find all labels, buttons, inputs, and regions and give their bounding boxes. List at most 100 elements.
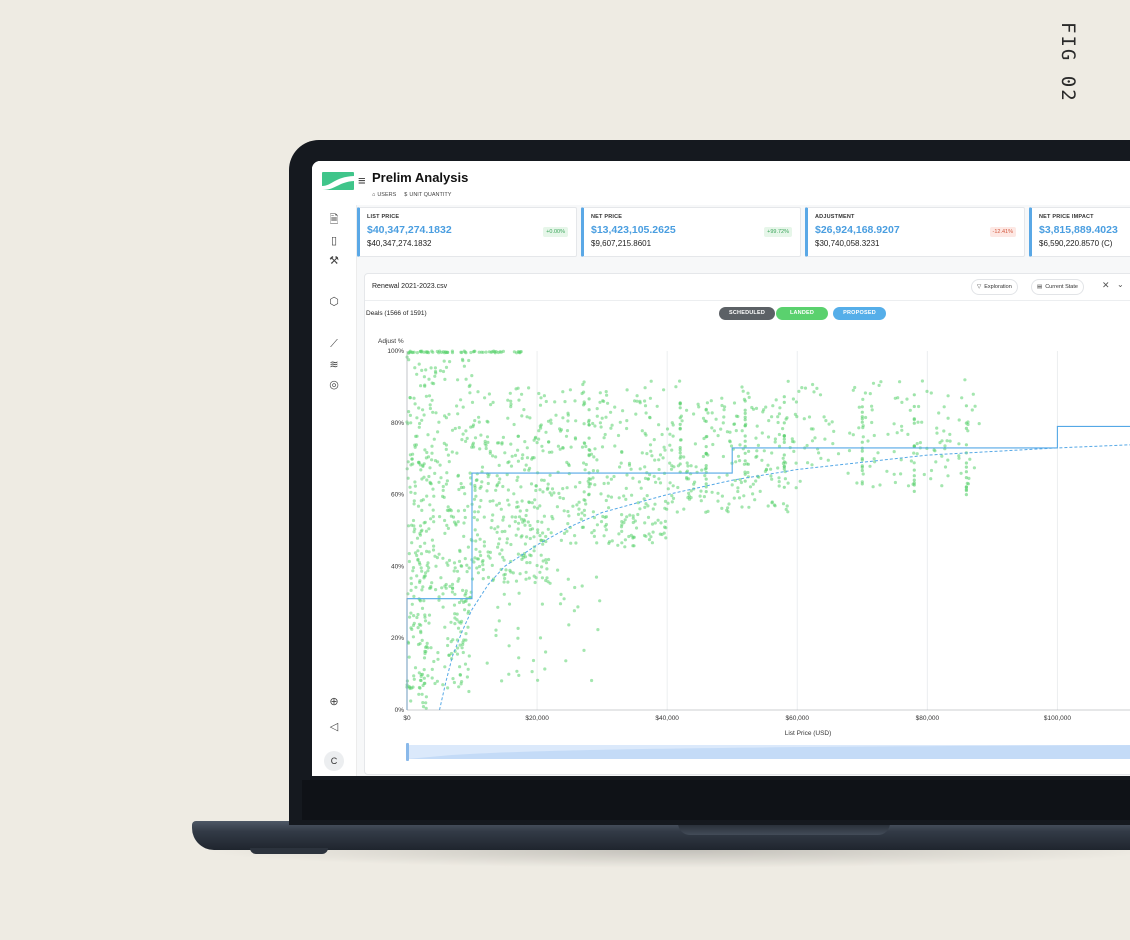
scatter-point xyxy=(702,495,706,499)
scatter-point xyxy=(935,431,939,435)
scatter-point xyxy=(457,685,461,689)
layers-icon[interactable]: ≋ xyxy=(329,359,339,371)
scatter-point xyxy=(824,419,828,423)
unit-quantity-meta[interactable]: $ UNIT QUANTITY xyxy=(404,192,451,198)
kpi-card-adjustment[interactable]: ADJUSTMENT $26,924,168.9207 $30,740,058.… xyxy=(805,207,1025,257)
scatter-point xyxy=(582,390,586,394)
scatter-point xyxy=(428,466,432,470)
laptop-foot xyxy=(250,848,328,854)
cube-icon[interactable]: ⬡ xyxy=(329,296,339,308)
scatter-point xyxy=(580,511,584,515)
scatter-point xyxy=(409,421,413,425)
range-slider-handle[interactable] xyxy=(406,743,409,761)
scatter-point xyxy=(518,572,522,576)
kpi-value: $26,924,168.9207 xyxy=(815,224,900,236)
scatter-point xyxy=(704,477,708,481)
status-proposed[interactable]: PROPOSED xyxy=(833,307,886,320)
scatter-point xyxy=(751,492,755,496)
scatter-point xyxy=(609,477,613,481)
users-meta[interactable]: ⌂ USERS xyxy=(372,192,396,198)
scatter-point xyxy=(428,503,432,507)
scatter-point xyxy=(957,454,961,458)
menu-icon[interactable]: ≡ xyxy=(358,173,366,188)
scatter-point xyxy=(475,478,479,482)
scatter-point xyxy=(717,475,721,479)
scatter-point xyxy=(946,394,950,398)
scatter-point xyxy=(631,514,635,518)
laptop-base xyxy=(192,821,1130,850)
scatter-point xyxy=(657,458,661,462)
document-icon[interactable]: 🗎 xyxy=(329,214,339,226)
scatter-point xyxy=(462,508,467,512)
globe-icon[interactable]: ⊕ xyxy=(329,696,339,708)
megaphone-icon[interactable]: ◁ xyxy=(329,721,339,733)
spiral-icon[interactable]: ◎ xyxy=(329,379,339,391)
scatter-point xyxy=(495,503,499,507)
scatter-point xyxy=(458,665,462,669)
scatter-point xyxy=(409,699,413,703)
status-landed[interactable]: LANDED xyxy=(776,307,828,320)
scatter-point xyxy=(734,460,738,464)
scatter-point xyxy=(573,399,577,403)
scatter-point xyxy=(410,541,414,545)
exploration-button[interactable]: ▽ Exploration xyxy=(971,279,1018,295)
scatter-point xyxy=(416,557,420,561)
scatter-point xyxy=(443,665,447,669)
avatar[interactable]: C xyxy=(324,751,344,771)
scatter-point xyxy=(602,399,606,403)
scatter-point xyxy=(523,468,527,472)
scatter-point xyxy=(964,489,969,493)
scatter-point xyxy=(697,405,701,409)
brand-logo[interactable] xyxy=(322,172,354,190)
scatter-point xyxy=(946,458,950,462)
scatter-point xyxy=(663,499,668,503)
page-title: Prelim Analysis xyxy=(372,170,469,185)
scatter-point xyxy=(483,439,487,443)
scatter-point xyxy=(898,380,902,384)
scatter-point xyxy=(676,485,680,490)
scatter-point xyxy=(474,494,478,498)
scatter-point xyxy=(581,382,585,387)
book-icon[interactable]: ▯ xyxy=(330,235,338,247)
scatter-point xyxy=(455,612,459,616)
scatter-point xyxy=(900,424,904,428)
scatter-point xyxy=(831,442,835,446)
scatter-point xyxy=(810,463,814,467)
scatter-point xyxy=(860,458,864,462)
scatter-point xyxy=(739,480,743,485)
scatter-point xyxy=(447,412,451,416)
scatter-point xyxy=(436,651,440,655)
scatter-point xyxy=(587,436,591,440)
scatter-point xyxy=(773,437,777,441)
scatter-point xyxy=(565,486,569,490)
scatter-point xyxy=(437,598,441,602)
scatter-point xyxy=(743,444,747,448)
scatter-point xyxy=(460,350,464,355)
scatter-point xyxy=(412,677,416,681)
scatter-chart[interactable]: $0 $20,000 $40,000 $60,000 $80,000 $100,000 0%… xyxy=(312,161,1130,776)
kpi-card-list-price[interactable]: LIST PRICE $40,347,274.1832 $40,347,274.… xyxy=(357,207,577,257)
scatter-point xyxy=(458,549,462,554)
tools-icon[interactable]: ⚒ xyxy=(329,255,339,267)
scatter-point xyxy=(806,461,810,465)
line-chart-icon[interactable]: ⟋ xyxy=(330,338,338,350)
kpi-card-net-price[interactable]: NET PRICE $13,423,105.2625 $9,607,215.86… xyxy=(581,207,801,257)
scatter-point xyxy=(561,416,565,420)
scatter-point xyxy=(631,476,635,480)
scatter-point xyxy=(477,420,481,424)
chevron-down-icon[interactable]: ⌄ xyxy=(1117,280,1124,289)
scatter-point xyxy=(654,480,658,484)
scatter-point xyxy=(503,529,507,533)
kpi-label: NET PRICE IMPACT xyxy=(1039,214,1094,220)
scatter-point xyxy=(420,418,424,422)
scatter-point xyxy=(782,467,786,471)
scatter-point xyxy=(743,479,747,483)
kpi-card-net-price-impact[interactable]: NET PRICE IMPACT $3,815,889.4023 $6,590,… xyxy=(1029,207,1130,257)
current-state-button[interactable]: ▤ Current State xyxy=(1031,279,1084,295)
status-scheduled[interactable]: SCHEDULED xyxy=(719,307,775,320)
scatter-point xyxy=(457,620,461,624)
close-icon[interactable]: ✕ xyxy=(1102,280,1110,290)
scatter-point xyxy=(546,527,550,531)
scatter-point xyxy=(459,398,463,402)
scatter-point xyxy=(409,576,413,580)
